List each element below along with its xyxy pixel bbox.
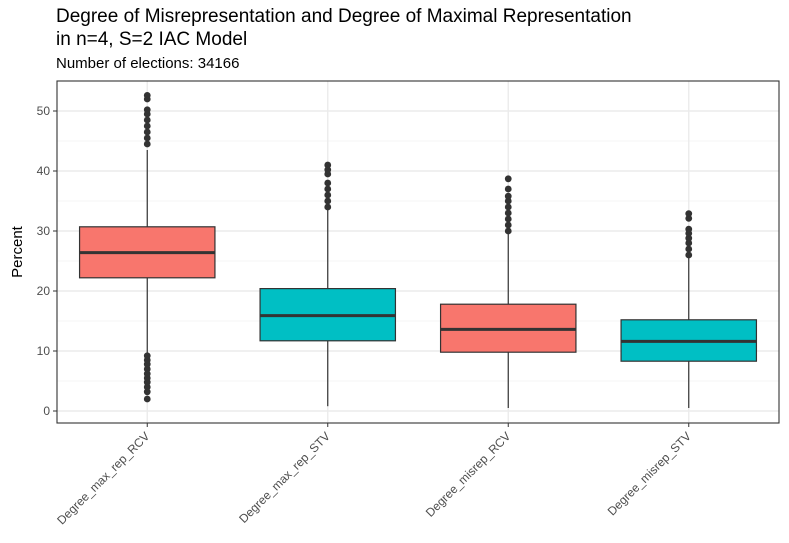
outlier-point xyxy=(324,197,332,205)
box-degree-misrep-rcv xyxy=(439,175,577,408)
outlier-point xyxy=(504,185,512,193)
outlier-point xyxy=(685,215,693,222)
outlier-point xyxy=(685,210,693,218)
outlier-point xyxy=(504,209,512,217)
outlier-point xyxy=(143,134,151,142)
plot-border xyxy=(56,80,780,424)
chart-title: Degree of Misrepresentation and Degree o… xyxy=(56,5,632,51)
outlier-point xyxy=(504,197,512,205)
outlier-point xyxy=(324,166,332,174)
outlier-point xyxy=(143,370,151,378)
outlier-point xyxy=(504,175,512,183)
y-tick-label: 10 xyxy=(37,344,51,358)
chart-title-line-1: Degree of Misrepresentation and Degree o… xyxy=(56,6,632,27)
chart-title-line-2: in n=4, S=2 IAC Model xyxy=(56,29,248,50)
outlier-point xyxy=(685,251,693,259)
chart-subtitle: Number of elections: 34166 xyxy=(56,55,240,72)
outlier-point xyxy=(143,383,151,391)
outlier-point xyxy=(324,191,332,199)
outlier-point xyxy=(143,116,151,124)
outlier-point xyxy=(685,225,693,233)
outlier-point xyxy=(143,122,151,130)
y-tick-label: 30 xyxy=(37,224,51,238)
outlier-point xyxy=(324,203,332,211)
outlier-point xyxy=(143,395,151,403)
box-degree-max-rep-stv xyxy=(259,161,397,407)
outlier-point xyxy=(143,106,151,114)
x-tick-label: Degree_max_rep_STV xyxy=(236,429,333,526)
outlier-point xyxy=(504,215,512,223)
outlier-point xyxy=(143,140,151,148)
y-tick-label: 0 xyxy=(43,404,50,418)
outlier-point xyxy=(685,234,693,242)
box-degree-misrep-stv xyxy=(620,210,758,408)
outlier-point xyxy=(143,92,151,99)
box-degree-max-rep-rcv xyxy=(78,92,216,403)
outlier-point xyxy=(143,365,151,373)
outlier-point xyxy=(324,185,332,193)
outlier-point xyxy=(504,192,512,200)
outlier-point xyxy=(504,203,512,211)
outlier-point xyxy=(143,388,151,396)
outlier-point xyxy=(685,239,693,247)
x-tick-label: Degree_max_rep_RCV xyxy=(54,429,152,527)
y-tick-label: 50 xyxy=(37,104,51,118)
outlier-point xyxy=(504,221,512,229)
outlier-point xyxy=(504,227,512,235)
x-tick-label: Degree_misrep_RCV xyxy=(423,429,514,520)
outlier-point xyxy=(685,245,693,253)
y-axis-title: Percent xyxy=(9,225,26,278)
y-tick-label: 20 xyxy=(37,284,51,298)
outlier-point xyxy=(324,179,332,187)
outlier-point xyxy=(143,128,151,136)
outlier-point xyxy=(324,161,332,169)
x-tick-label: Degree_misrep_STV xyxy=(605,429,694,518)
y-tick-label: 40 xyxy=(37,164,51,178)
outlier-point xyxy=(143,352,151,360)
